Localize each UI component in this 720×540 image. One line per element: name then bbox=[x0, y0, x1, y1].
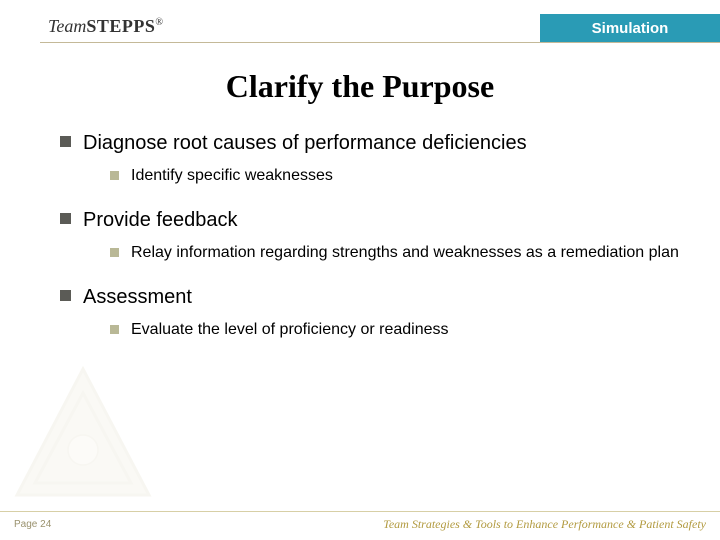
sub-bullet-item: Identify specific weaknesses bbox=[110, 166, 680, 187]
square-bullet-icon bbox=[60, 290, 71, 301]
square-bullet-icon bbox=[110, 171, 119, 180]
logo-prefix: Team bbox=[48, 16, 86, 36]
page-number: Page 24 bbox=[14, 519, 51, 530]
square-bullet-icon bbox=[60, 136, 71, 147]
square-bullet-icon bbox=[110, 248, 119, 257]
bullet-text: Assessment bbox=[83, 284, 680, 310]
logo: TeamSTEPPS® bbox=[48, 16, 163, 37]
content-area: Diagnose root causes of performance defi… bbox=[60, 130, 680, 360]
slide-title: Clarify the Purpose bbox=[0, 68, 720, 105]
bullet-item: Assessment bbox=[60, 284, 680, 310]
footer-tagline: Team Strategies & Tools to Enhance Perfo… bbox=[383, 517, 706, 532]
sub-bullet-item: Evaluate the level of proficiency or rea… bbox=[110, 320, 680, 341]
footer-rule bbox=[0, 511, 720, 512]
sub-bullet-text: Identify specific weaknesses bbox=[131, 166, 680, 187]
header-band: Simulation bbox=[540, 14, 720, 42]
logo-mark: ® bbox=[155, 17, 163, 28]
square-bullet-icon bbox=[60, 213, 71, 224]
bullet-text: Diagnose root causes of performance defi… bbox=[83, 130, 680, 156]
bullet-text: Provide feedback bbox=[83, 207, 680, 233]
header-rule bbox=[40, 42, 720, 43]
bullet-item: Diagnose root causes of performance defi… bbox=[60, 130, 680, 156]
header-tab-label: Simulation bbox=[592, 20, 669, 37]
logo-main: STEPPS bbox=[86, 16, 155, 36]
bullet-item: Provide feedback bbox=[60, 207, 680, 233]
square-bullet-icon bbox=[110, 325, 119, 334]
sub-bullet-text: Relay information regarding strengths an… bbox=[131, 243, 680, 264]
sub-bullet-item: Relay information regarding strengths an… bbox=[110, 243, 680, 264]
watermark-triangle-icon bbox=[8, 360, 158, 510]
sub-bullet-text: Evaluate the level of proficiency or rea… bbox=[131, 320, 680, 341]
